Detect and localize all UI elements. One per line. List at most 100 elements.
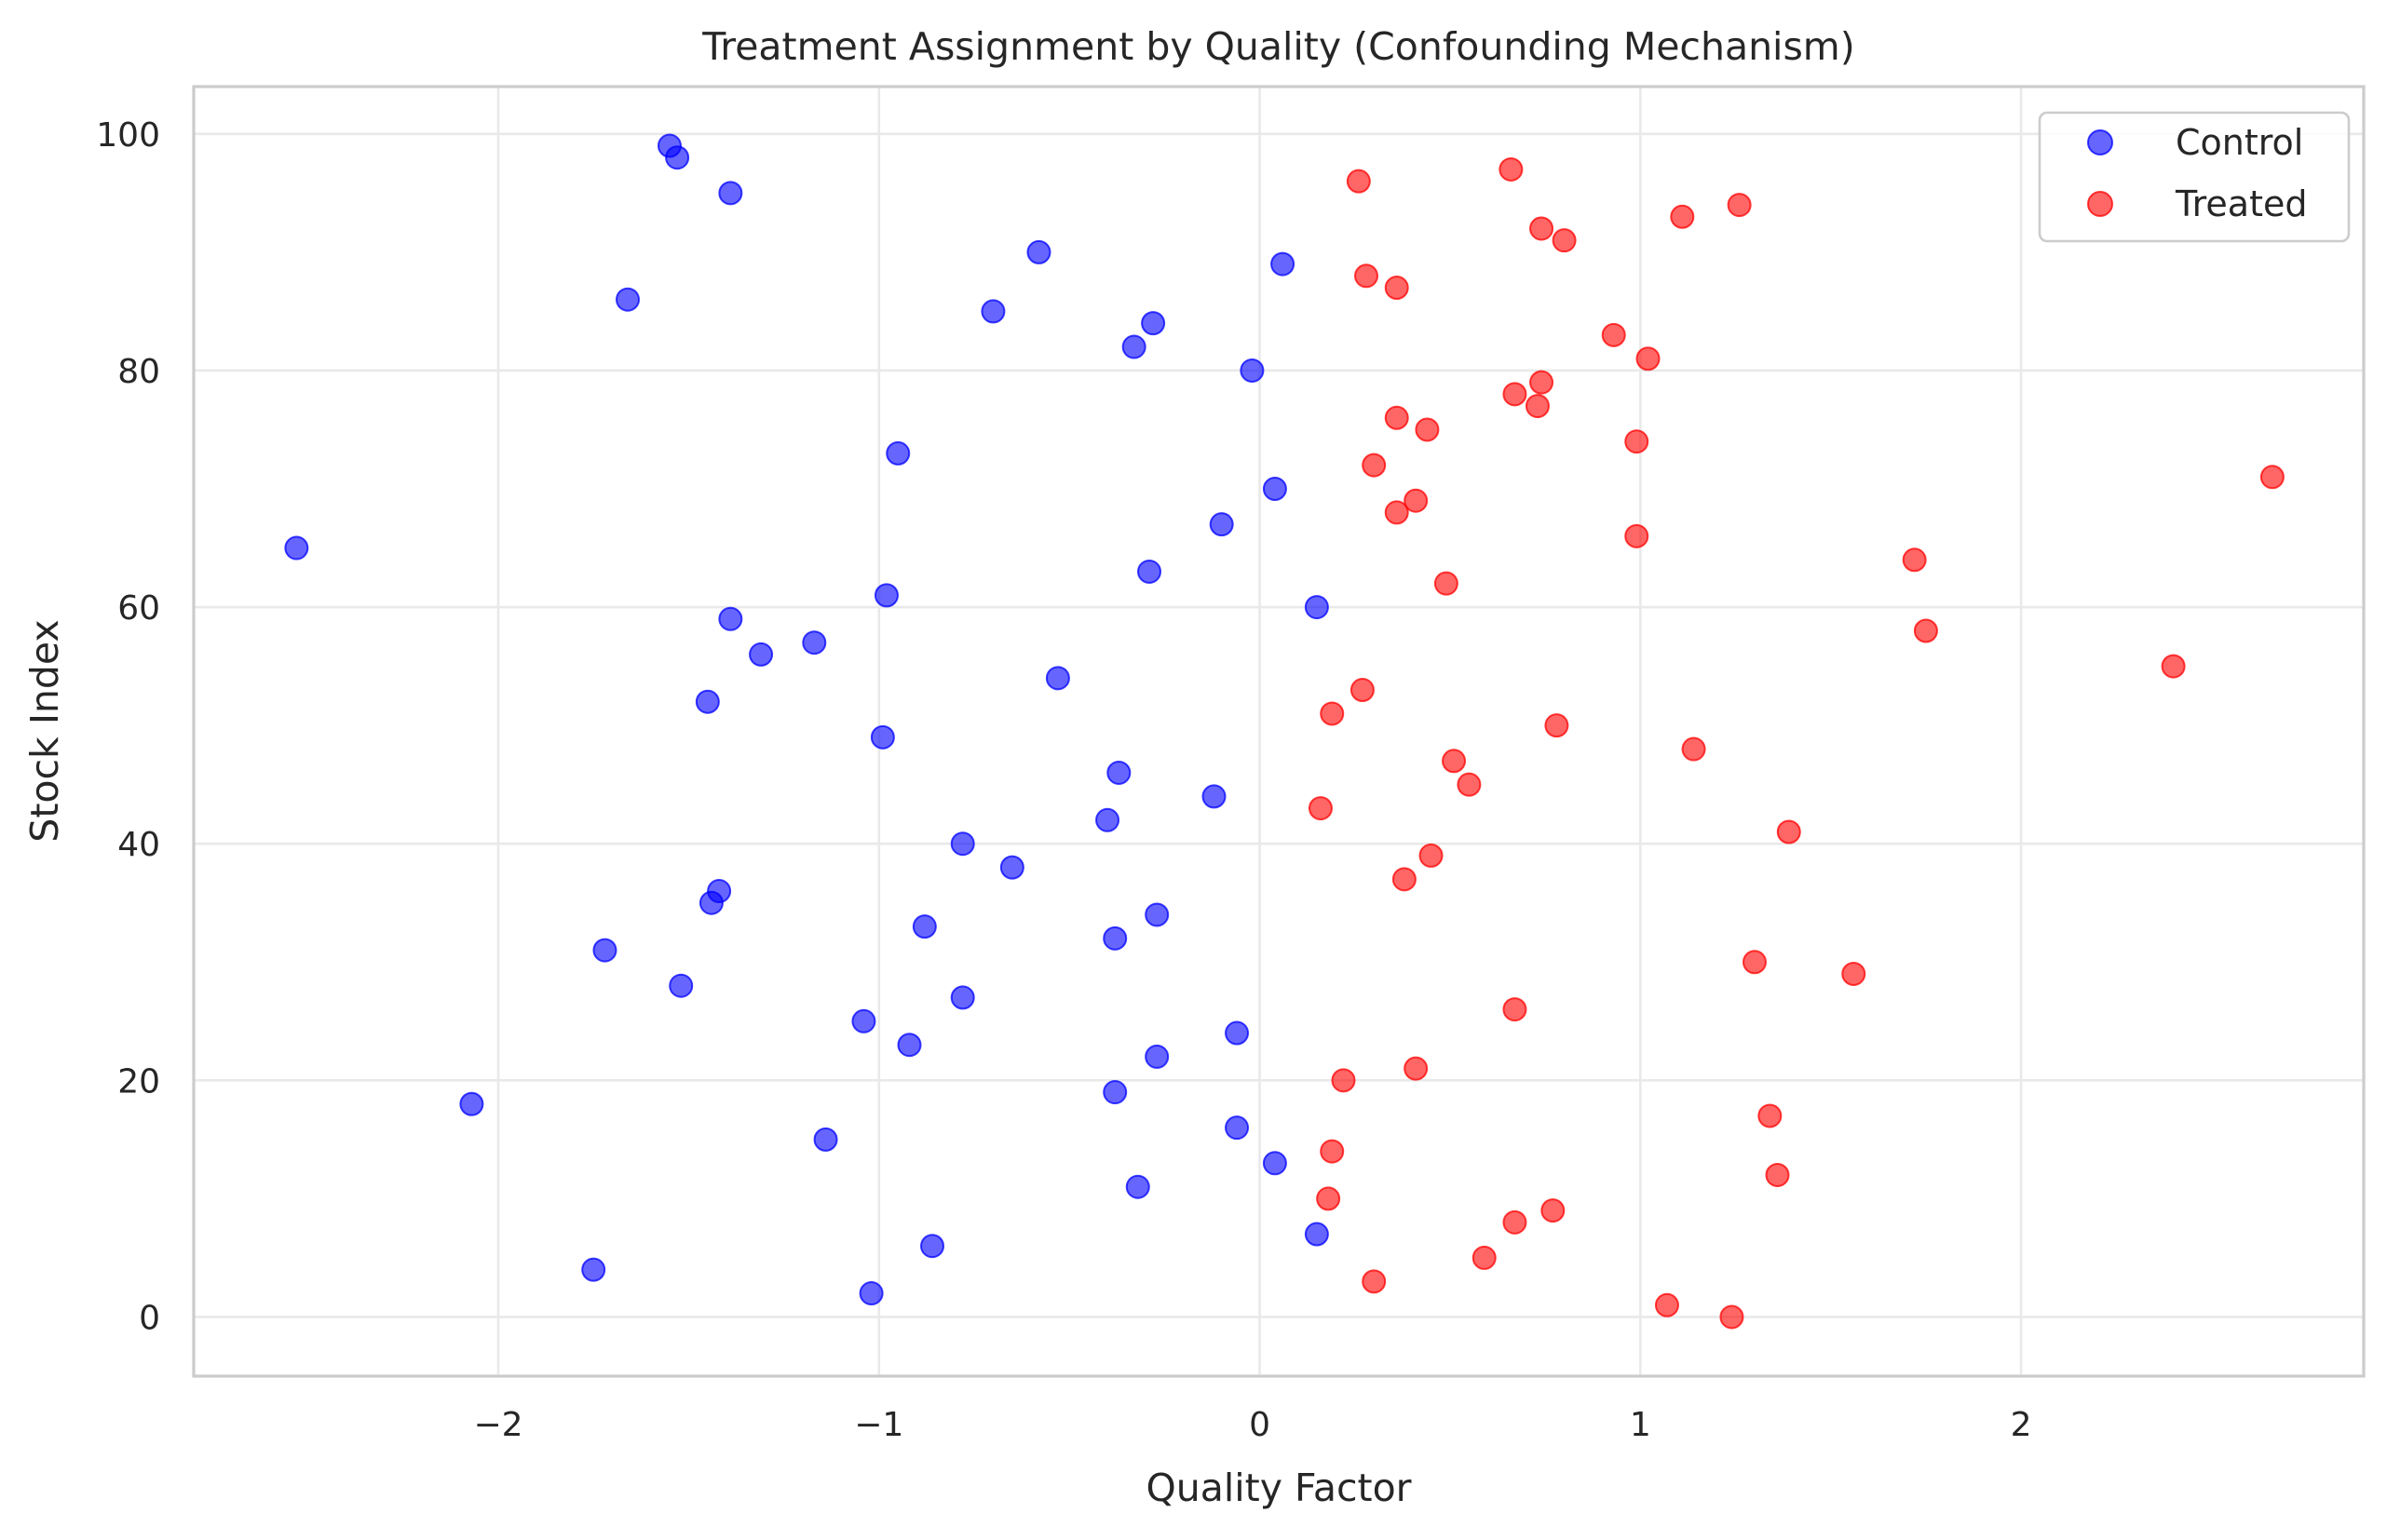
treated-point: [1635, 346, 1661, 371]
treated-point: [1499, 156, 1524, 182]
control-point: [1125, 1174, 1150, 1199]
treated-point: [1601, 322, 1626, 347]
treated-point: [1320, 1139, 1345, 1164]
treated-point: [1776, 819, 1801, 844]
legend-box: [2038, 111, 2351, 243]
control-point: [1262, 477, 1287, 502]
control-point: [1121, 334, 1146, 359]
control-point: [581, 1257, 606, 1282]
control-point: [897, 1033, 922, 1058]
y-tick-label: 100: [96, 116, 160, 155]
legend: Control Treated: [2038, 111, 2351, 243]
control-point: [802, 630, 827, 655]
control-point: [1145, 1044, 1170, 1069]
treated-point: [1902, 547, 1927, 573]
treated-point: [1354, 263, 1379, 289]
control-point: [749, 642, 774, 667]
treated-point: [1320, 701, 1345, 726]
treated-point: [1624, 523, 1649, 548]
control-point: [1095, 807, 1120, 832]
treated-point: [1670, 204, 1695, 229]
control-point: [851, 1008, 876, 1033]
control-point: [698, 890, 724, 915]
legend-treated-marker: [2087, 191, 2113, 217]
treated-point: [1457, 772, 1482, 797]
control-point: [459, 1091, 484, 1116]
control-point: [1240, 358, 1265, 383]
y-tick-label: 80: [117, 353, 160, 391]
y-tick-label: 20: [117, 1062, 160, 1101]
grid-lines: [194, 87, 2364, 1376]
y-tick-label: 60: [117, 589, 160, 628]
control-point: [1262, 1151, 1287, 1176]
control-point: [718, 606, 743, 631]
x-axis-ticks: −2 −1 0 1 2: [473, 1406, 2031, 1444]
plot-frame: [192, 85, 2366, 1378]
treated-point: [1316, 1186, 1341, 1211]
control-point: [695, 689, 720, 714]
control-point: [870, 724, 895, 750]
control-point: [874, 583, 899, 608]
treated-point: [1544, 713, 1569, 738]
treated-point: [1331, 1068, 1356, 1093]
treated-point: [1727, 193, 1752, 218]
control-point: [1045, 666, 1070, 691]
treated-point: [1415, 417, 1440, 442]
control-point: [1225, 1115, 1250, 1141]
treated-point: [1349, 678, 1375, 703]
control-point: [1106, 760, 1132, 785]
treated-point: [2259, 465, 2285, 490]
x-axis-label: Quality Factor: [1146, 1466, 1411, 1510]
treated-point: [1624, 429, 1649, 454]
treated-point: [1472, 1245, 1497, 1270]
chart-title: Treatment Assignment by Quality (Confoun…: [701, 24, 1855, 69]
treated-point: [1552, 228, 1577, 253]
y-axis-ticks: 0 20 40 60 80 100: [96, 116, 160, 1338]
treated-point: [1529, 216, 1554, 241]
control-point: [999, 855, 1024, 880]
treated-point: [1502, 382, 1527, 407]
treated-point: [1681, 736, 1706, 762]
control-point: [920, 1234, 945, 1259]
treated-point: [1757, 1103, 1783, 1128]
control-point: [284, 535, 309, 561]
treated-point: [1384, 276, 1409, 301]
plot-area: [194, 87, 2364, 1376]
control-point: [665, 145, 690, 170]
control-point: [859, 1281, 884, 1306]
treated-point: [1346, 169, 1371, 194]
control-point: [1137, 559, 1162, 584]
x-tick-label: 0: [1249, 1406, 1270, 1444]
control-point: [886, 440, 911, 466]
treated-point: [1765, 1162, 1790, 1187]
treated-point: [2161, 654, 2186, 679]
control-point: [1201, 784, 1227, 809]
control-point: [592, 938, 617, 963]
control-point: [669, 973, 694, 998]
treated-point: [1719, 1304, 1744, 1330]
treated-point: [1913, 618, 1938, 643]
treated-point: [1502, 1209, 1527, 1235]
y-tick-label: 0: [139, 1299, 160, 1337]
control-point: [718, 181, 743, 206]
treated-point: [1433, 571, 1458, 596]
treated-point: [1654, 1292, 1679, 1317]
treated-point: [1529, 370, 1554, 395]
x-tick-label: 2: [2011, 1406, 2032, 1444]
treated-point: [1308, 796, 1333, 821]
legend-control-label: Control: [2176, 122, 2303, 163]
control-point: [1145, 902, 1170, 927]
control-point: [912, 914, 937, 939]
control-point: [616, 287, 640, 312]
treated-point: [1442, 749, 1467, 774]
treated-point: [1841, 961, 1866, 986]
control-point: [1103, 925, 1128, 951]
treated-point: [1502, 997, 1527, 1022]
control-point: [1026, 239, 1051, 264]
treated-point: [1404, 1056, 1429, 1081]
treated-point: [1404, 488, 1429, 513]
x-tick-label: 1: [1630, 1406, 1651, 1444]
treated-point: [1742, 950, 1767, 975]
control-point: [1141, 311, 1166, 336]
data-points: [284, 133, 2285, 1330]
